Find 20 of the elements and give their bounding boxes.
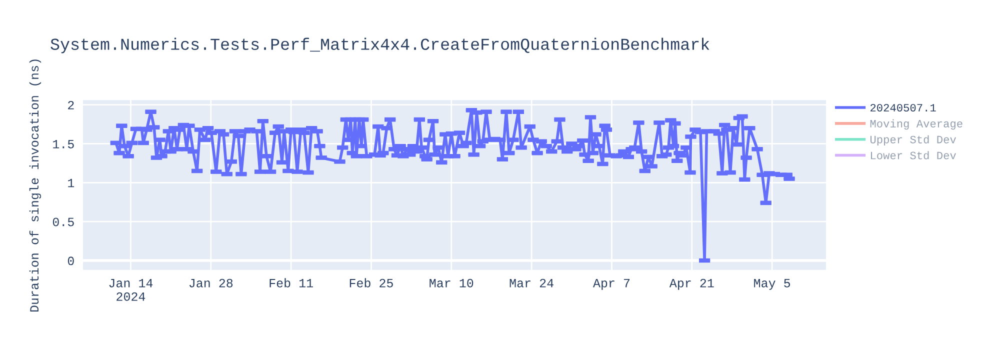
y-tick-label: 1.5: [53, 140, 74, 148]
chart-title: System.Numerics.Tests.Perf_Matrix4x4.CreateFromQuaternionBenchmark: [50, 38, 710, 54]
y-tick-label: 2: [68, 100, 74, 110]
legend-label: 20240507.1: [870, 104, 936, 112]
x-tick-label: Mar 10: [430, 278, 474, 288]
legend-label: Lower Std Dev: [871, 151, 956, 160]
x-tick-label: Mar 24: [510, 278, 554, 288]
x-tick-label: Apr 7: [592, 279, 630, 290]
x-tick-label: Jan 28: [189, 278, 233, 288]
x-tick-label: Apr 21: [669, 278, 714, 290]
x-tick-label: Jan 14 2024: [109, 279, 153, 301]
legend-label: Upper Std Dev: [870, 135, 956, 146]
legend-label: Moving Average: [870, 119, 962, 130]
y-axis-title: Duration of single invocation (ns): [29, 60, 42, 312]
x-tick-label: Feb 11: [270, 278, 313, 288]
x-tick-label: May 5: [754, 279, 790, 290]
y-tick-label: 1: [68, 178, 74, 188]
x-tick-label: Feb 25: [350, 278, 393, 288]
y-tick-label: 0.5: [52, 218, 74, 226]
y-tick-label: 0: [68, 256, 74, 266]
